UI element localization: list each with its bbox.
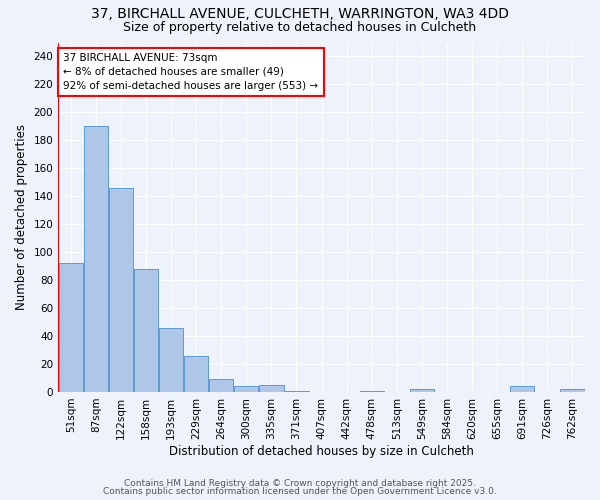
Bar [184, 356, 208, 392]
Bar [209, 380, 233, 392]
Bar [284, 390, 308, 392]
Bar [234, 386, 259, 392]
Bar [410, 389, 434, 392]
Text: 37, BIRCHALL AVENUE, CULCHETH, WARRINGTON, WA3 4DD: 37, BIRCHALL AVENUE, CULCHETH, WARRINGTO… [91, 8, 509, 22]
Text: 37 BIRCHALL AVENUE: 73sqm
← 8% of detached houses are smaller (49)
92% of semi-d: 37 BIRCHALL AVENUE: 73sqm ← 8% of detach… [64, 53, 319, 91]
Bar [134, 269, 158, 392]
X-axis label: Distribution of detached houses by size in Culcheth: Distribution of detached houses by size … [169, 444, 474, 458]
Bar [510, 386, 535, 392]
Bar [159, 328, 183, 392]
Text: Size of property relative to detached houses in Culcheth: Size of property relative to detached ho… [124, 21, 476, 34]
Bar [83, 126, 108, 392]
Text: Contains public sector information licensed under the Open Government Licence v3: Contains public sector information licen… [103, 487, 497, 496]
Bar [59, 264, 83, 392]
Y-axis label: Number of detached properties: Number of detached properties [15, 124, 28, 310]
Bar [359, 390, 384, 392]
Bar [259, 385, 284, 392]
Text: Contains HM Land Registry data © Crown copyright and database right 2025.: Contains HM Land Registry data © Crown c… [124, 478, 476, 488]
Bar [109, 188, 133, 392]
Bar [560, 389, 584, 392]
